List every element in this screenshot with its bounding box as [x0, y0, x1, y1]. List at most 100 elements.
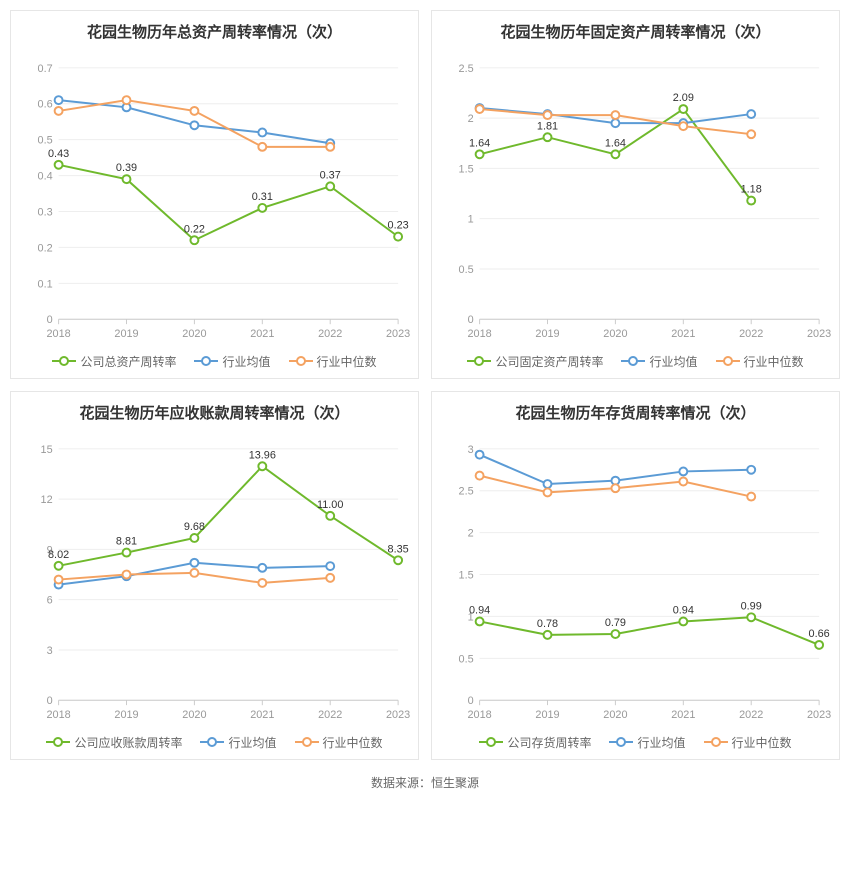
svg-text:2: 2: [468, 528, 474, 540]
legend-item-industry_median[interactable]: 行业中位数: [289, 353, 377, 370]
svg-text:0.78: 0.78: [537, 618, 558, 630]
chart-panel-fixed_asset_turnover: 花园生物历年固定资产周转率情况（次）00.511.522.52018201920…: [431, 10, 840, 379]
svg-text:0.79: 0.79: [605, 617, 626, 629]
svg-text:0.66: 0.66: [809, 628, 830, 640]
legend-item-industry_mean[interactable]: 行业均值: [621, 353, 697, 370]
svg-text:2022: 2022: [739, 328, 763, 340]
svg-text:2020: 2020: [182, 328, 206, 340]
legend-item-company[interactable]: 公司固定资产周转率: [467, 353, 603, 370]
legend-label: 行业中位数: [744, 353, 804, 370]
legend-swatch-icon: [479, 736, 503, 748]
legend-label: 行业中位数: [732, 734, 792, 751]
svg-text:3: 3: [468, 444, 474, 456]
svg-text:0.23: 0.23: [388, 220, 409, 232]
svg-text:0.5: 0.5: [459, 264, 474, 276]
legend-swatch-icon: [467, 355, 491, 367]
legend-label: 行业中位数: [323, 734, 383, 751]
svg-text:0.94: 0.94: [673, 604, 694, 616]
svg-text:2.09: 2.09: [673, 92, 694, 104]
chart-svg: 036912152018201920202021202220238.028.81…: [19, 431, 410, 728]
legend-item-industry_median[interactable]: 行业中位数: [295, 734, 383, 751]
svg-text:0: 0: [47, 314, 53, 326]
legend-swatch-icon: [194, 355, 218, 367]
svg-text:0.5: 0.5: [38, 135, 53, 147]
legend-item-industry_mean[interactable]: 行业均值: [194, 353, 270, 370]
svg-text:12: 12: [41, 494, 53, 506]
svg-text:0.43: 0.43: [48, 148, 69, 160]
legend-swatch-icon: [289, 355, 313, 367]
legend-swatch-icon: [609, 736, 633, 748]
svg-text:2019: 2019: [535, 328, 559, 340]
svg-text:2: 2: [468, 113, 474, 125]
svg-text:2023: 2023: [807, 328, 831, 340]
svg-text:2022: 2022: [318, 709, 342, 721]
chart-plot-area: 00.511.522.52018201920202021202220231.64…: [440, 50, 831, 347]
chart-svg: 00.511.522.532018201920202021202220230.9…: [440, 431, 831, 728]
svg-text:2021: 2021: [671, 709, 695, 721]
svg-text:1.18: 1.18: [741, 184, 762, 196]
chart-plot-area: 00.10.20.30.40.50.60.7201820192020202120…: [19, 50, 410, 347]
legend-label: 公司总资产周转率: [80, 353, 176, 370]
legend-swatch-icon: [52, 355, 76, 367]
legend-swatch-icon: [295, 736, 319, 748]
svg-text:2018: 2018: [467, 709, 491, 721]
legend-item-company[interactable]: 公司总资产周转率: [52, 353, 176, 370]
svg-text:1.64: 1.64: [469, 137, 490, 149]
legend-swatch-icon: [716, 355, 740, 367]
svg-text:0.39: 0.39: [116, 162, 137, 174]
svg-text:2023: 2023: [807, 709, 831, 721]
svg-text:9.68: 9.68: [184, 521, 205, 533]
legend-label: 行业均值: [222, 353, 270, 370]
chart-legend: 公司应收账款周转率 行业均值 行业中位数: [19, 728, 410, 751]
svg-text:0.37: 0.37: [320, 169, 341, 181]
chart-panel-total_asset_turnover: 花园生物历年总资产周转率情况（次）00.10.20.30.40.50.60.72…: [10, 10, 419, 379]
legend-item-industry_median[interactable]: 行业中位数: [704, 734, 792, 751]
svg-text:8.02: 8.02: [48, 549, 69, 561]
svg-text:2022: 2022: [318, 328, 342, 340]
svg-text:8.35: 8.35: [388, 543, 409, 555]
svg-text:11.00: 11.00: [317, 499, 343, 511]
svg-text:8.81: 8.81: [116, 536, 137, 548]
legend-item-industry_mean[interactable]: 行业均值: [609, 734, 685, 751]
svg-text:1.5: 1.5: [459, 163, 474, 175]
svg-text:0.2: 0.2: [38, 242, 53, 254]
legend-swatch-icon: [704, 736, 728, 748]
svg-text:0: 0: [468, 314, 474, 326]
legend-swatch-icon: [46, 736, 70, 748]
svg-text:15: 15: [41, 444, 53, 456]
legend-item-company[interactable]: 公司应收账款周转率: [46, 734, 182, 751]
legend-label: 行业均值: [649, 353, 697, 370]
svg-text:0.3: 0.3: [38, 206, 53, 218]
chart-title: 花园生物历年应收账款周转率情况（次）: [19, 402, 410, 423]
svg-text:2019: 2019: [535, 709, 559, 721]
chart-panel-receivables_turnover: 花园生物历年应收账款周转率情况（次）0369121520182019202020…: [10, 391, 419, 760]
chart-plot-area: 036912152018201920202021202220238.028.81…: [19, 431, 410, 728]
svg-text:0.31: 0.31: [252, 191, 273, 203]
data-source-footer: 数据来源：恒生聚源: [10, 774, 840, 791]
svg-text:0.7: 0.7: [38, 63, 53, 75]
svg-text:1.81: 1.81: [537, 120, 558, 132]
svg-text:3: 3: [47, 645, 53, 657]
svg-text:0.5: 0.5: [459, 653, 474, 665]
legend-swatch-icon: [621, 355, 645, 367]
legend-item-industry_mean[interactable]: 行业均值: [200, 734, 276, 751]
svg-text:2023: 2023: [386, 328, 410, 340]
svg-text:2020: 2020: [182, 709, 206, 721]
legend-item-company[interactable]: 公司存货周转率: [479, 734, 591, 751]
svg-text:13.96: 13.96: [249, 449, 276, 461]
svg-text:2019: 2019: [114, 709, 138, 721]
legend-swatch-icon: [200, 736, 224, 748]
svg-text:0.1: 0.1: [38, 278, 53, 290]
chart-svg: 00.10.20.30.40.50.60.7201820192020202120…: [19, 50, 410, 347]
svg-text:2.5: 2.5: [459, 486, 474, 498]
svg-text:0.4: 0.4: [38, 171, 53, 183]
svg-text:2020: 2020: [603, 709, 627, 721]
chart-legend: 公司总资产周转率 行业均值 行业中位数: [19, 347, 410, 370]
svg-text:0.94: 0.94: [469, 604, 490, 616]
svg-text:0.22: 0.22: [184, 223, 205, 235]
legend-item-industry_median[interactable]: 行业中位数: [716, 353, 804, 370]
svg-text:2018: 2018: [46, 709, 70, 721]
chart-legend: 公司固定资产周转率 行业均值 行业中位数: [440, 347, 831, 370]
svg-text:1.5: 1.5: [459, 569, 474, 581]
svg-text:2021: 2021: [671, 328, 695, 340]
